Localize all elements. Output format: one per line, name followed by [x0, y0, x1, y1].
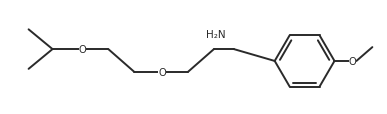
Text: H₂N: H₂N	[206, 30, 226, 40]
Text: O: O	[349, 56, 356, 66]
Text: O: O	[158, 67, 166, 77]
Text: O: O	[79, 45, 86, 55]
